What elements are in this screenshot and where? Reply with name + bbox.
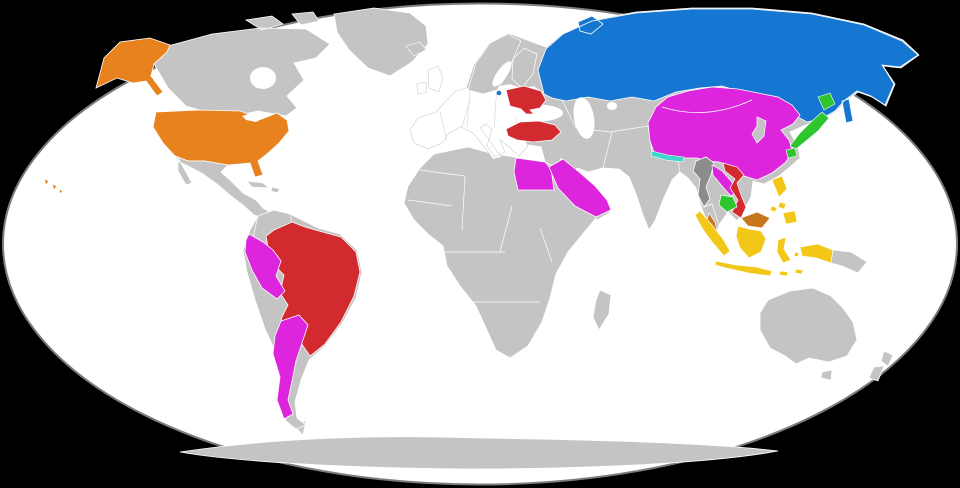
- region-scandinavia: [467, 33, 538, 95]
- country-saudi-arabia: [548, 158, 612, 218]
- landmass-new-guinea-east: [830, 249, 868, 274]
- africa-borders: [407, 169, 553, 303]
- country-nepal: [650, 150, 685, 163]
- region-united-kingdom: [416, 65, 444, 95]
- europe-borders: [439, 85, 521, 142]
- baltic-sea: [492, 61, 512, 87]
- country-russia: [537, 8, 919, 124]
- country-cambodia: [718, 194, 738, 213]
- hudson-bay: [250, 67, 276, 89]
- aral-sea: [607, 102, 617, 110]
- country-ukraine: [505, 85, 547, 115]
- landmass-new-zealand: [868, 350, 894, 382]
- caspian-sea: [573, 97, 595, 139]
- country-united-states: [43, 37, 290, 195]
- country-myanmar: [692, 156, 715, 208]
- region-korea: [751, 116, 767, 144]
- country-argentina: [272, 314, 309, 420]
- country-egypt: [513, 157, 555, 191]
- country-philippines: [769, 175, 798, 225]
- country-turkey: [505, 120, 562, 143]
- landmass-australia: [759, 287, 858, 381]
- country-japan: [785, 92, 836, 159]
- region-kaliningrad: [496, 90, 502, 96]
- country-peru: [244, 233, 286, 300]
- landmass-greenland: [333, 7, 429, 77]
- landmass-canada: [153, 11, 331, 118]
- mongolia-china-border: [661, 99, 753, 113]
- region-iceland: [405, 41, 427, 57]
- great-lakes: [242, 113, 262, 122]
